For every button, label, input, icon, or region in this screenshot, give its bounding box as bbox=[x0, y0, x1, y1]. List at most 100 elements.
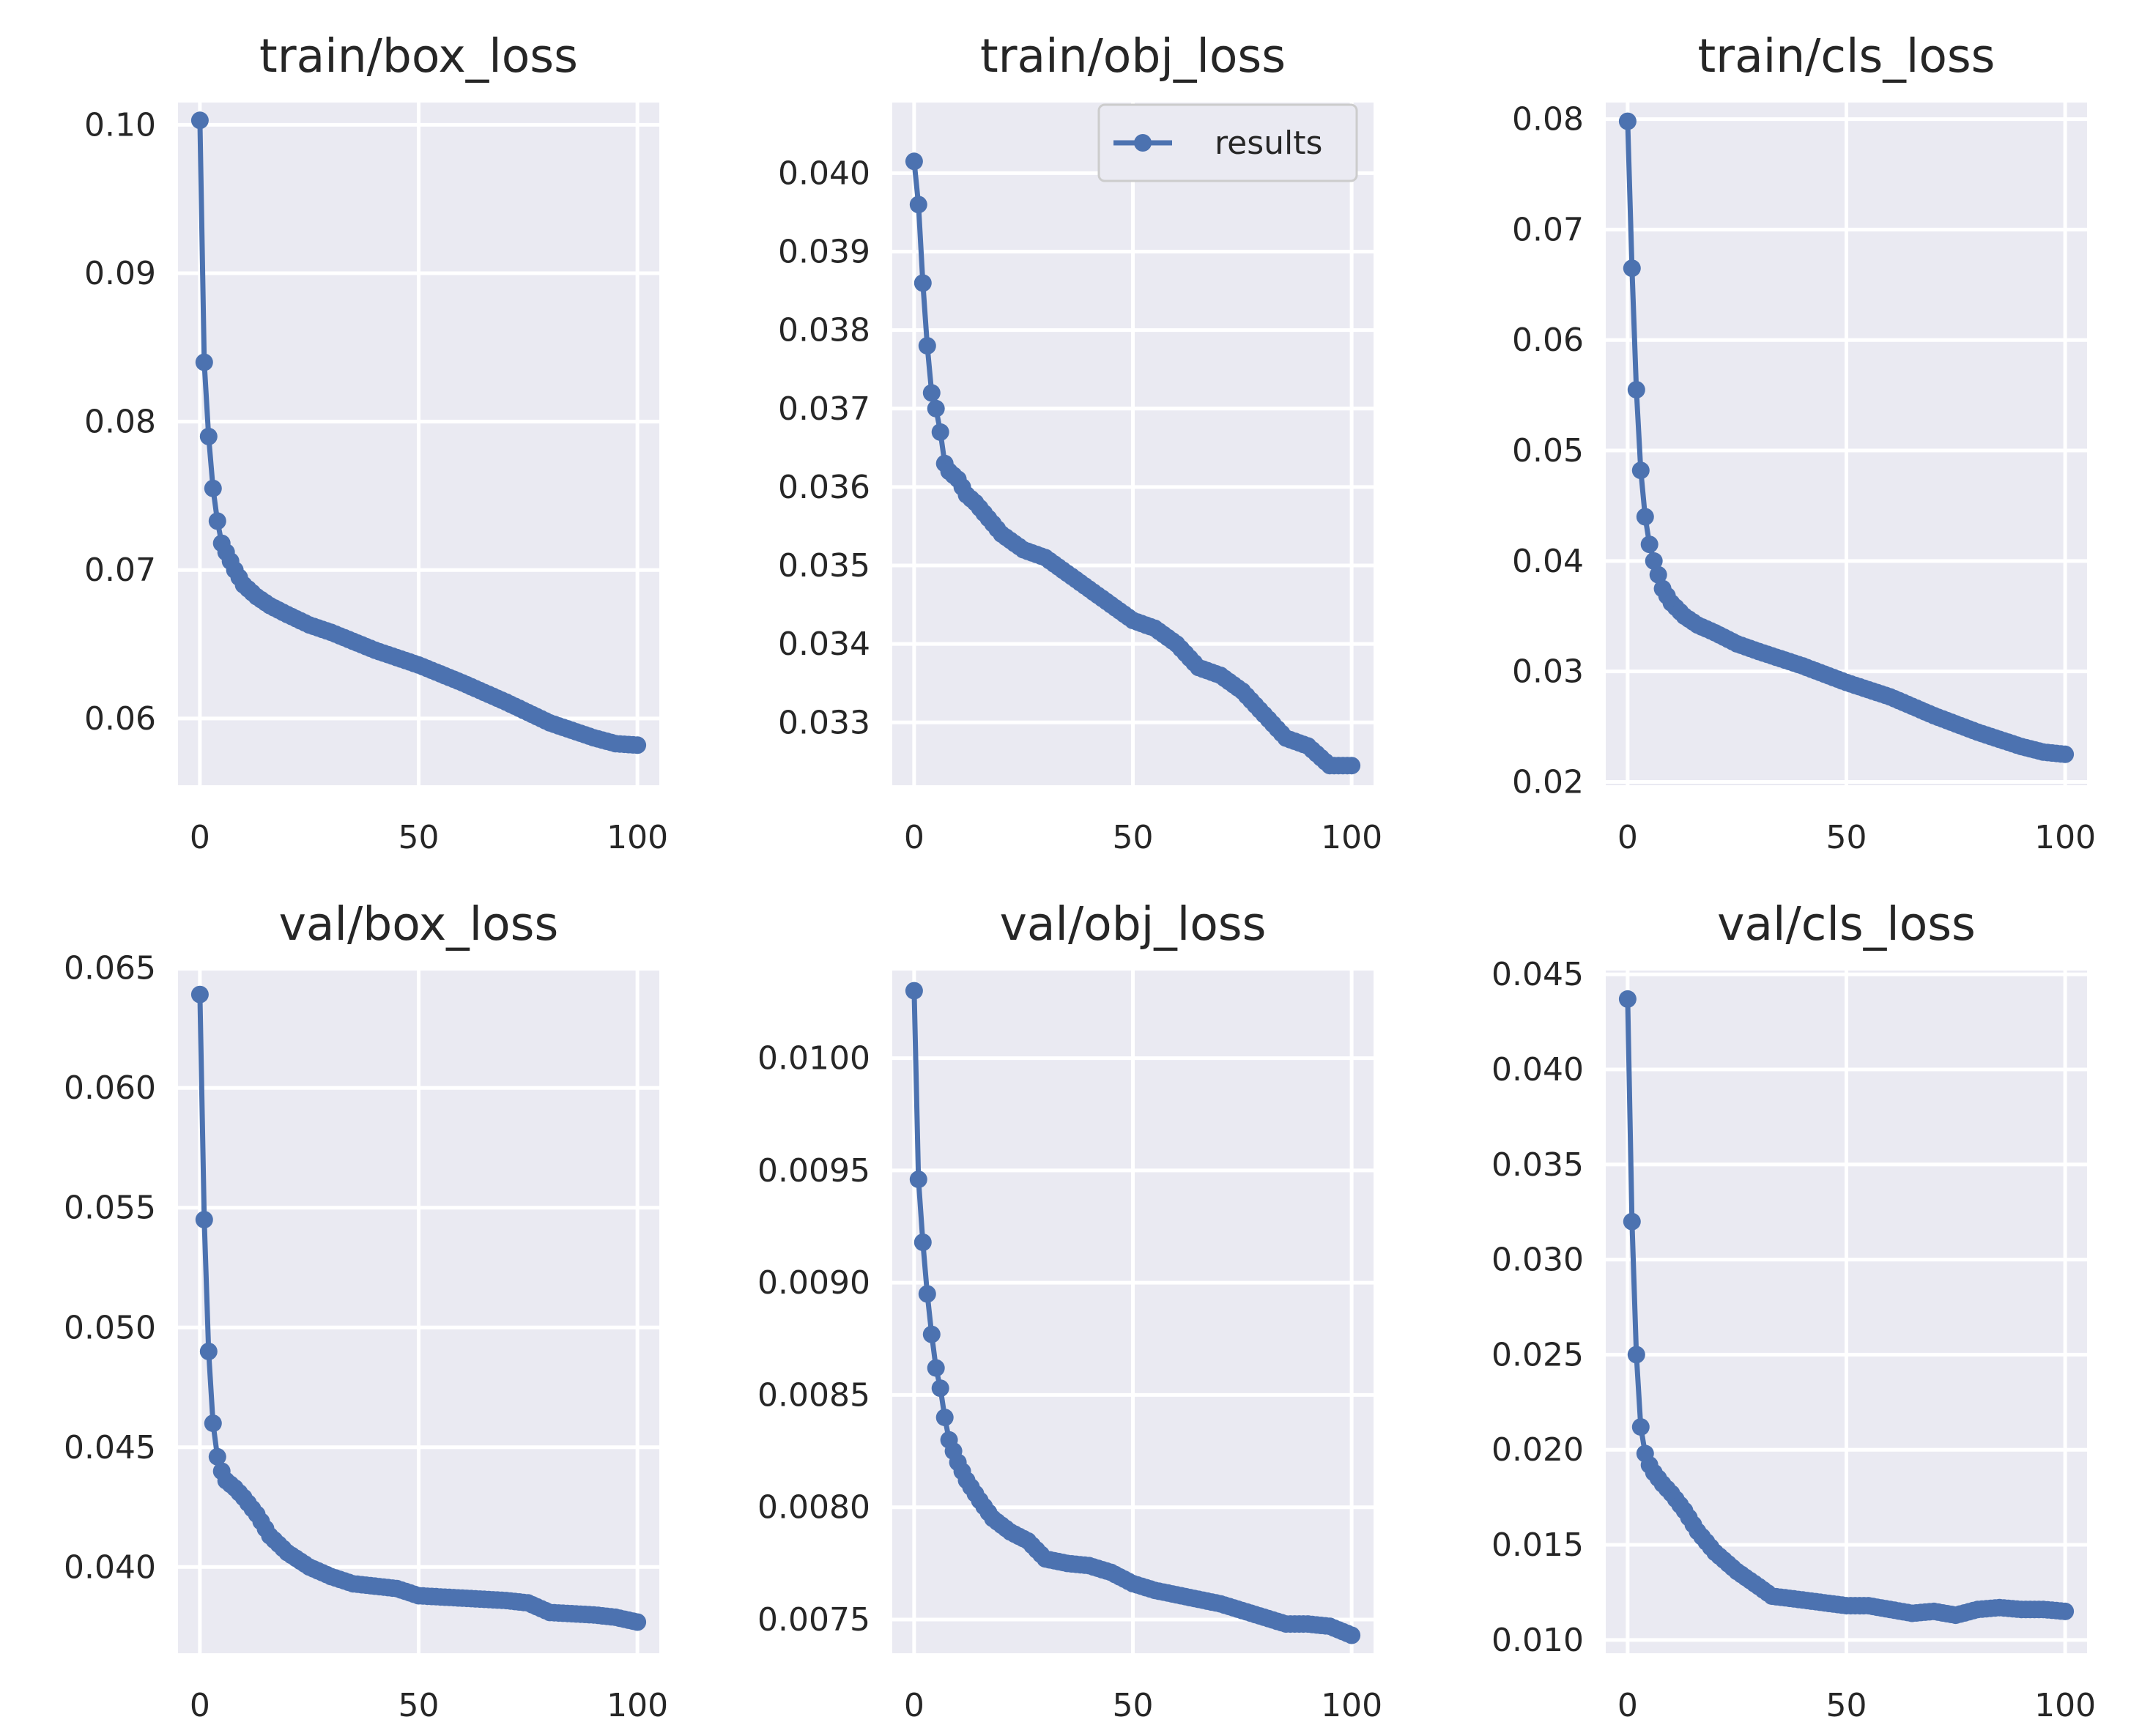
y-tick-label: 0.038 bbox=[778, 312, 870, 349]
data-point bbox=[905, 982, 923, 1000]
y-tick-label: 0.0085 bbox=[757, 1376, 870, 1414]
data-point bbox=[190, 111, 209, 130]
train-box-loss-panel: train/box_loss 0 50 100 0.06 0.07 0.08 0.09 0.10 bbox=[84, 29, 668, 856]
x-tick-label: 100 bbox=[2034, 819, 2096, 856]
data-point bbox=[1618, 112, 1637, 130]
x-tick-label: 100 bbox=[1321, 1687, 1382, 1724]
y-tick-label: 0.06 bbox=[84, 700, 156, 738]
y-tick-label: 0.015 bbox=[1491, 1527, 1584, 1564]
data-point bbox=[922, 384, 941, 402]
val-obj-loss-panel: val/obj_loss 0 50 100 0.0075 0.0080 0.0085 0.00… bbox=[757, 897, 1382, 1724]
y-tick-label: 0.055 bbox=[64, 1190, 156, 1227]
chart-title: train/box_loss bbox=[259, 29, 578, 83]
y-tick-label: 0.033 bbox=[778, 704, 870, 741]
y-tick-label: 0.010 bbox=[1491, 1622, 1584, 1659]
data-point bbox=[1631, 1418, 1650, 1436]
x-tick-label: 100 bbox=[607, 819, 668, 856]
y-tick-label: 0.0075 bbox=[757, 1601, 870, 1639]
y-tick-label: 0.037 bbox=[778, 390, 870, 428]
train-cls-loss-panel: train/cls_loss 0 50 100 0.02 0.03 0.04 0.05 0.06… bbox=[1512, 29, 2096, 856]
y-tick-label: 0.02 bbox=[1512, 763, 1584, 801]
data-point bbox=[909, 196, 927, 214]
y-tick-label: 0.06 bbox=[1512, 322, 1584, 359]
data-point bbox=[935, 1409, 954, 1427]
y-tick-label: 0.07 bbox=[1512, 211, 1584, 248]
x-tick-label: 50 bbox=[399, 1687, 440, 1724]
chart-title: val/obj_loss bbox=[1000, 897, 1267, 951]
y-tick-label: 0.0095 bbox=[757, 1152, 870, 1190]
data-point bbox=[199, 1343, 218, 1360]
x-tick-label: 50 bbox=[1113, 1687, 1154, 1724]
data-point bbox=[905, 152, 923, 171]
data-point bbox=[195, 1211, 213, 1229]
data-point bbox=[1627, 381, 1645, 399]
data-point bbox=[190, 985, 209, 1004]
data-point bbox=[208, 512, 226, 530]
y-tick-label: 0.04 bbox=[1512, 543, 1584, 580]
x-tick-label: 100 bbox=[1321, 819, 1382, 856]
data-point bbox=[2056, 745, 2075, 763]
x-tick-label: 50 bbox=[1826, 1687, 1867, 1724]
train-obj-loss-panel: train/obj_loss 0 50 100 0.033 0.034 0.035 0.036… bbox=[778, 29, 1382, 856]
data-point bbox=[931, 1379, 949, 1398]
x-tick-label: 0 bbox=[1617, 1687, 1638, 1724]
y-tick-label: 0.045 bbox=[1491, 956, 1584, 993]
chart-title: train/cls_loss bbox=[1697, 29, 1995, 83]
x-tick-label: 50 bbox=[1113, 819, 1154, 856]
y-tick-label: 0.034 bbox=[778, 626, 870, 663]
y-tick-label: 0.07 bbox=[84, 552, 156, 589]
data-point bbox=[909, 1171, 927, 1189]
x-tick-label: 0 bbox=[904, 819, 924, 856]
data-point bbox=[913, 1234, 932, 1251]
data-point bbox=[1636, 508, 1654, 526]
y-tick-label: 0.050 bbox=[64, 1309, 156, 1346]
data-point bbox=[204, 1414, 222, 1433]
val-box-loss-panel: val/box_loss 0 50 100 0.040 0.045 0.050 0.055 0.… bbox=[64, 897, 668, 1724]
legend-marker-swatch bbox=[1134, 134, 1152, 152]
x-tick-label: 0 bbox=[190, 819, 210, 856]
y-tick-label: 0.05 bbox=[1512, 432, 1584, 470]
y-tick-label: 0.040 bbox=[1491, 1051, 1584, 1088]
data-point bbox=[918, 1285, 936, 1303]
y-tick-label: 0.060 bbox=[64, 1069, 156, 1107]
data-point bbox=[1631, 461, 1650, 480]
y-tick-label: 0.03 bbox=[1512, 653, 1584, 691]
y-tick-label: 0.036 bbox=[778, 469, 870, 506]
y-tick-label: 0.030 bbox=[1491, 1242, 1584, 1279]
data-point bbox=[629, 1613, 647, 1631]
data-point bbox=[195, 353, 213, 371]
data-point bbox=[629, 736, 647, 754]
y-tick-label: 0.035 bbox=[778, 547, 870, 585]
data-point bbox=[1649, 565, 1667, 584]
legend-label: results bbox=[1215, 125, 1322, 162]
y-tick-label: 0.0100 bbox=[757, 1040, 870, 1077]
legend: results bbox=[1097, 103, 1358, 182]
legend-box bbox=[1097, 103, 1358, 182]
data-point bbox=[927, 399, 945, 418]
chart-title: val/cls_loss bbox=[1717, 897, 1976, 951]
data-point bbox=[918, 337, 936, 355]
x-tick-label: 0 bbox=[904, 1687, 924, 1724]
y-tick-label: 0.025 bbox=[1491, 1336, 1584, 1373]
x-tick-label: 100 bbox=[2034, 1687, 2096, 1724]
data-point bbox=[1627, 1346, 1645, 1364]
x-tick-label: 100 bbox=[607, 1687, 668, 1724]
y-tick-label: 0.035 bbox=[1491, 1146, 1584, 1184]
x-tick-label: 50 bbox=[1826, 819, 1867, 856]
y-tick-label: 0.10 bbox=[84, 106, 156, 144]
y-tick-label: 0.040 bbox=[64, 1548, 156, 1586]
y-tick-label: 0.08 bbox=[84, 404, 156, 441]
y-tick-label: 0.09 bbox=[84, 255, 156, 292]
data-point bbox=[1343, 757, 1361, 775]
data-point bbox=[199, 427, 218, 445]
y-tick-label: 0.065 bbox=[64, 950, 156, 987]
y-tick-label: 0.08 bbox=[1512, 101, 1584, 138]
y-tick-label: 0.0080 bbox=[757, 1489, 870, 1527]
data-point bbox=[2056, 1602, 2075, 1620]
y-tick-label: 0.0090 bbox=[757, 1264, 870, 1302]
data-point bbox=[1343, 1626, 1361, 1644]
data-point bbox=[1645, 552, 1663, 570]
data-point bbox=[1640, 535, 1659, 554]
data-point bbox=[1623, 1212, 1641, 1231]
